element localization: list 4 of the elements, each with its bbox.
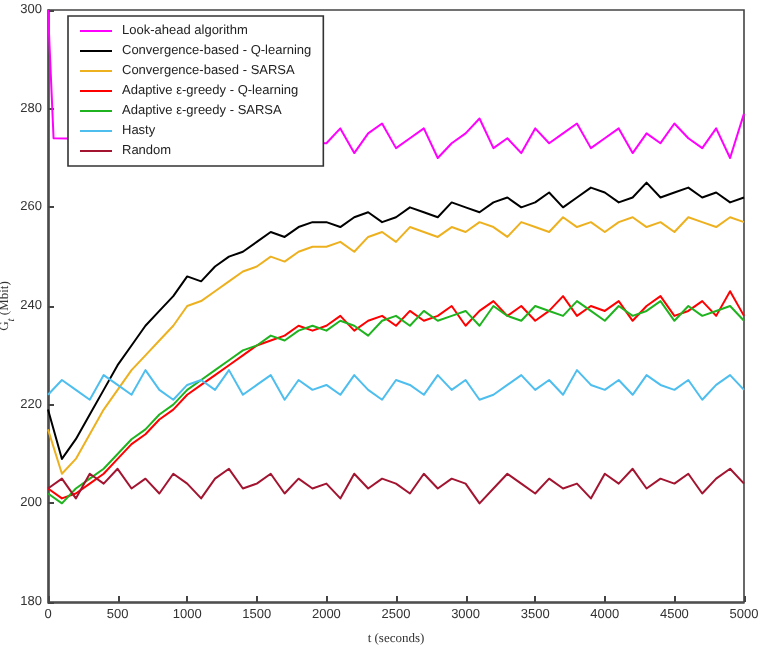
line-series xyxy=(47,216,745,475)
line-series xyxy=(47,467,745,505)
line-series xyxy=(47,369,745,401)
line-series xyxy=(47,181,745,460)
